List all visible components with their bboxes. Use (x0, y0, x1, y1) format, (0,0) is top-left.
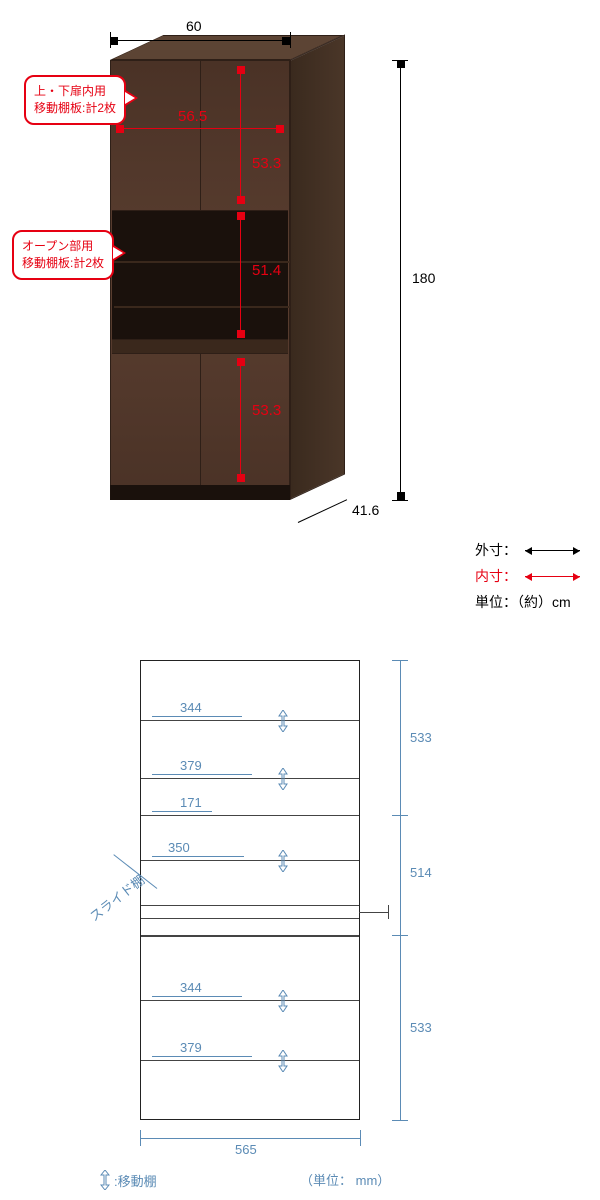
sch-h-line (400, 660, 401, 815)
sch-width-line (140, 1138, 360, 1139)
sch-height-3: 533 (410, 1020, 432, 1035)
sch-depth-line (152, 811, 212, 812)
adjustable-icon (278, 990, 288, 1012)
dim-inner-lower: 53.3 (252, 402, 281, 419)
cabinet-base (110, 485, 290, 500)
callout-line: 移動棚板:計2枚 (22, 256, 104, 270)
dim-inner-width: 56.5 (178, 108, 207, 125)
schematic-slide-shelf (141, 905, 359, 919)
sch-height-1: 533 (410, 730, 432, 745)
schematic-divider (141, 935, 359, 937)
sch-depth-1: 344 (180, 700, 202, 715)
slide-shelf-label: スライド棚 (85, 870, 148, 925)
schematic-shelf (141, 815, 359, 816)
schematic-outer-box (140, 660, 360, 1120)
legend-outer: 外寸： (475, 540, 580, 560)
footer-adjustable: :移動棚 (100, 1170, 157, 1190)
legend-arrow-black (525, 550, 580, 551)
cabinet-side-face (290, 34, 345, 500)
dim-tick (110, 32, 111, 48)
sch-depth-4: 350 (168, 840, 190, 855)
sch-depth-line (152, 996, 242, 997)
footer-unit: （単位： mm） (300, 1170, 390, 1189)
sch-tick (360, 1130, 361, 1146)
page: 60 180 41.6 56.5 53.3 51.4 53.3 上・下扉内用 移… (0, 0, 600, 1200)
sch-tick (392, 1120, 408, 1121)
legend-inner-label: 内寸： (475, 566, 517, 586)
schematic-view: 344 379 171 350 344 379 スライド棚 533 514 53… (110, 660, 490, 1170)
door-seam (200, 60, 201, 210)
dim-outer-width-arrow (110, 40, 290, 41)
sch-tick (140, 1130, 141, 1146)
schematic-shelf (141, 1060, 359, 1061)
adjustable-icon (100, 1170, 110, 1190)
schematic-shelf (141, 1000, 359, 1001)
sch-height-2: 514 (410, 865, 432, 880)
legend: 外寸： 内寸： 単位：（約）cm (475, 540, 580, 618)
callout-door-shelves: 上・下扉内用 移動棚板:計2枚 (24, 75, 126, 125)
callout-line: オープン部用 (22, 239, 93, 253)
sch-tick (392, 660, 408, 661)
slide-proj (359, 912, 389, 913)
dim-tick (392, 60, 408, 61)
legend-outer-label: 外寸： (475, 540, 517, 560)
adjustable-icon (278, 768, 288, 790)
legend-unit: 単位：（約）cm (475, 592, 580, 612)
callout-line: 移動棚板:計2枚 (34, 101, 116, 115)
callout-line: 上・下扉内用 (34, 84, 106, 98)
dim-inner-lower-arrow (240, 358, 241, 482)
adjustable-icon (278, 850, 288, 872)
adjustable-icon (278, 710, 288, 732)
sch-depth-line (152, 774, 252, 775)
dim-inner-open-arrow (240, 212, 241, 338)
adjustable-icon (278, 1050, 288, 1072)
dim-inner-upper-arrow (240, 66, 241, 204)
sch-depth-5: 344 (180, 980, 202, 995)
legend-unit-label: 単位：（約）cm (475, 592, 571, 612)
dim-outer-depth: 41.6 (352, 502, 379, 518)
legend-inner: 内寸： (475, 566, 580, 586)
sch-depth-line (152, 856, 244, 857)
perspective-view: 60 180 41.6 56.5 53.3 51.4 53.3 上・下扉内用 移… (0, 0, 600, 600)
legend-arrow-red (525, 576, 580, 577)
schematic-shelf (141, 778, 359, 779)
dim-inner-upper: 53.3 (252, 155, 281, 172)
open-shelf (114, 306, 290, 308)
sch-width: 565 (235, 1142, 257, 1157)
dim-inner-width-arrow (116, 128, 284, 129)
dim-outer-height: 180 (412, 270, 435, 286)
sch-h-line (400, 815, 401, 935)
schematic-shelf (141, 720, 359, 721)
sch-depth-6: 379 (180, 1040, 202, 1055)
sch-depth-line (152, 1056, 252, 1057)
dim-outer-width: 60 (186, 18, 202, 34)
dim-tick (290, 32, 291, 48)
schematic-shelf (141, 860, 359, 861)
slide-proj (388, 905, 389, 919)
callout-tail (112, 244, 126, 262)
footer-adjustable-label: :移動棚 (114, 1171, 157, 1190)
dim-inner-open: 51.4 (252, 262, 281, 279)
callout-open-shelves: オープン部用 移動棚板:計2枚 (12, 230, 114, 280)
door-seam (200, 354, 201, 485)
sch-h-line (400, 935, 401, 1120)
dim-tick (392, 500, 408, 501)
sch-depth-2: 379 (180, 758, 202, 773)
cabinet-drawer (112, 340, 288, 354)
sch-depth-3: 171 (180, 795, 202, 810)
sch-depth-line (152, 716, 242, 717)
dim-outer-height-arrow (400, 60, 401, 500)
callout-tail (124, 89, 138, 107)
